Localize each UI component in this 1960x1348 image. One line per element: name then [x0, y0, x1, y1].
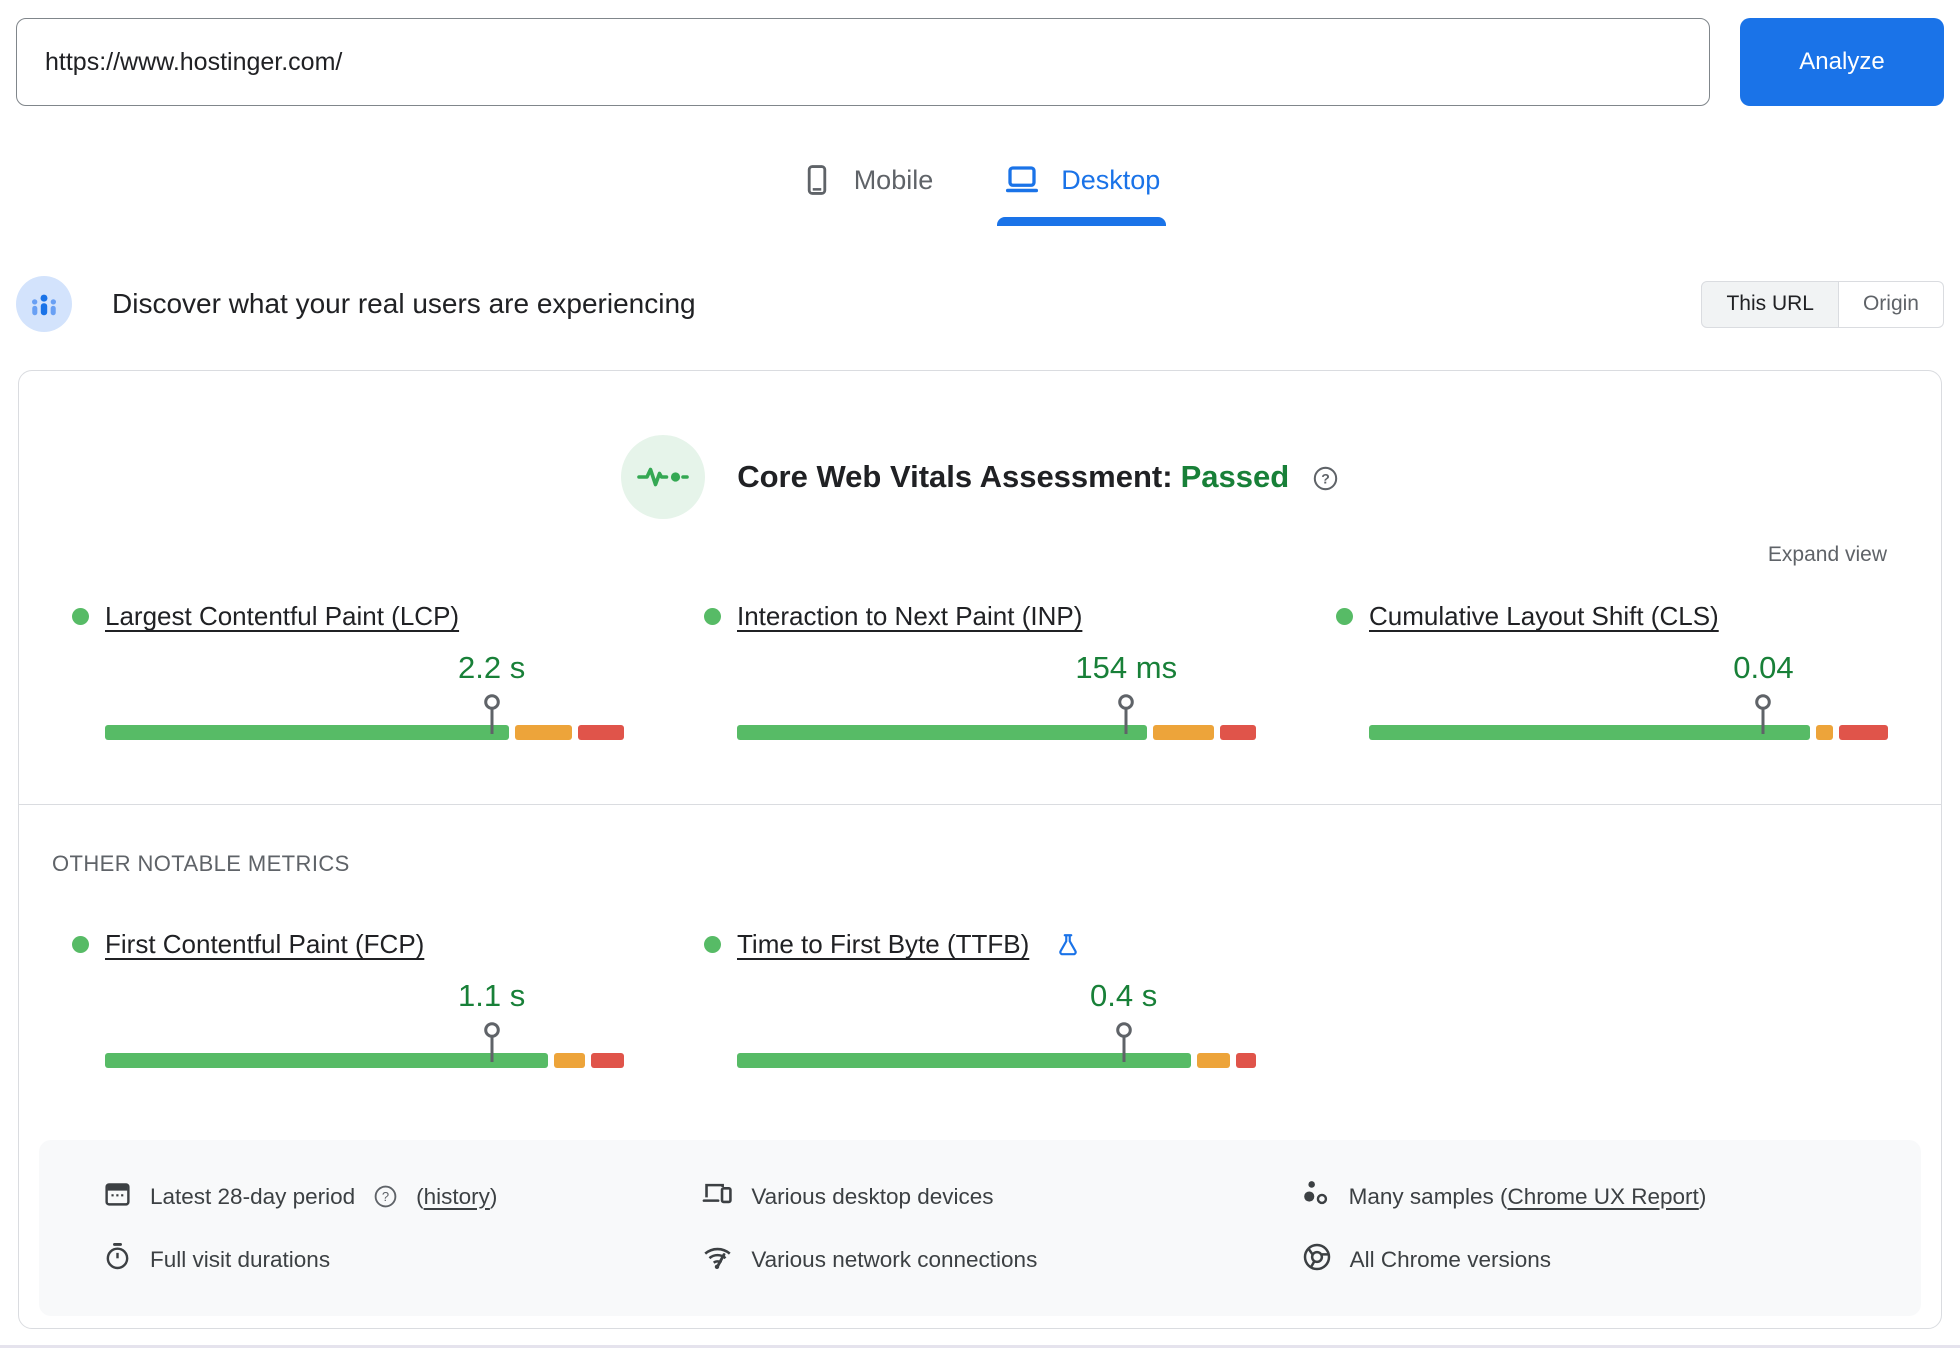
samples-label: Many samples	[1348, 1183, 1494, 1209]
cls-title-link[interactable]: Cumulative Layout Shift (CLS)	[1369, 601, 1719, 631]
fcp-p75-marker	[481, 1022, 503, 1069]
lcp-p75-marker	[481, 694, 503, 741]
metric-cls: Cumulative Layout Shift (CLS) 0.04	[1336, 601, 1888, 740]
core-web-vitals-card: Core Web Vitals Assessment: Passed ? Expa…	[18, 370, 1942, 1329]
durations-label: Full visit durations	[150, 1246, 331, 1272]
durations-info: Full visit durations	[103, 1241, 702, 1278]
desktop-laptop-icon	[1003, 162, 1041, 198]
paren: )	[489, 1183, 498, 1209]
lcp-status-dot	[72, 608, 89, 625]
inp-status-dot	[704, 608, 721, 625]
cls-status-dot	[1336, 608, 1353, 625]
chrome-icon	[1302, 1242, 1332, 1278]
cwv-assessment-header: Core Web Vitals Assessment: Passed ?	[19, 435, 1941, 519]
real-users-icon	[16, 276, 72, 332]
svg-text:?: ?	[382, 1189, 389, 1204]
tab-desktop-label: Desktop	[1061, 164, 1161, 195]
period-help-icon[interactable]: ?	[373, 1184, 398, 1209]
inp-distribution-bar: 154 ms	[737, 638, 1256, 740]
collection-period-label: Latest 28-day period	[150, 1183, 356, 1209]
analyze-button[interactable]: Analyze	[1740, 18, 1944, 106]
network-label: Various network connections	[751, 1246, 1038, 1272]
tab-mobile[interactable]: Mobile	[794, 162, 940, 226]
lcp-value: 2.2 s	[458, 650, 526, 685]
fcp-title-link[interactable]: First Contentful Paint (FCP)	[105, 929, 425, 959]
inp-value: 154 ms	[1075, 650, 1178, 685]
experimental-flask-icon	[1055, 932, 1081, 958]
metric-fcp: First Contentful Paint (FCP) 1.1 s	[72, 929, 624, 1068]
other-metrics-row: First Contentful Paint (FCP) 1.1 s Time …	[19, 929, 1941, 1068]
paren: )	[1698, 1183, 1707, 1209]
device-tabs: Mobile Desktop	[0, 162, 1960, 226]
tab-desktop[interactable]: Desktop	[997, 162, 1167, 226]
cls-p75-marker	[1752, 694, 1774, 741]
chrome-versions-info: All Chrome versions	[1302, 1241, 1901, 1278]
other-metrics-heading: OTHER NOTABLE METRICS	[52, 851, 350, 876]
lcp-distribution-bar: 2.2 s	[105, 638, 624, 740]
svg-text:?: ?	[1321, 471, 1330, 487]
calendar-icon	[103, 1179, 132, 1214]
url-bar: Analyze	[0, 0, 1960, 106]
samples-dots-icon	[1302, 1179, 1331, 1214]
cwv-assessment-title: Core Web Vitals Assessment: Passed ?	[737, 459, 1339, 495]
fcp-status-dot	[72, 936, 89, 953]
samples-link-wrap: Many samples (Chrome UX Report)	[1349, 1184, 1707, 1210]
metric-inp: Interaction to Next Paint (INP) 154 ms	[704, 601, 1256, 740]
crux-report-link[interactable]: Chrome UX Report	[1507, 1183, 1699, 1209]
core-metrics-row: Largest Contentful Paint (LCP) 2.2 s Int…	[19, 601, 1941, 740]
url-input[interactable]	[16, 18, 1710, 106]
field-data-title: Discover what your real users are experi…	[112, 288, 696, 319]
devices-info: Various desktop devices	[702, 1178, 1301, 1215]
metric-ttfb: Time to First Byte (TTFB) 0.4 s	[704, 929, 1256, 1068]
collection-period: Latest 28-day period ? (history)	[103, 1178, 702, 1215]
metric-lcp: Largest Contentful Paint (LCP) 2.2 s	[72, 601, 624, 740]
ttfb-status-dot	[704, 936, 721, 953]
assessment-help-icon[interactable]: ?	[1312, 465, 1339, 492]
network-check-icon	[702, 1241, 733, 1278]
fcp-distribution-bar: 1.1 s	[105, 966, 624, 1068]
expand-view-link[interactable]: Expand view	[1767, 543, 1887, 566]
scope-toggle: This URL Origin	[1701, 280, 1944, 328]
paren: (	[416, 1183, 424, 1209]
samples-info: Many samples (Chrome UX Report)	[1302, 1178, 1901, 1215]
pulse-icon	[621, 435, 706, 519]
cwv-assessment-result: Passed	[1180, 459, 1290, 494]
section-divider	[19, 804, 1941, 805]
devices-label: Various desktop devices	[751, 1183, 994, 1209]
history-link[interactable]: history	[423, 1183, 490, 1209]
history-link-wrap: (history)	[416, 1184, 497, 1210]
network-info: Various network connections	[702, 1241, 1301, 1278]
stopwatch-icon	[103, 1242, 132, 1277]
mobile-phone-icon	[800, 163, 834, 197]
inp-p75-marker	[1115, 694, 1137, 741]
ttfb-title-link[interactable]: Time to First Byte (TTFB)	[737, 929, 1030, 959]
ttfb-value: 0.4 s	[1090, 978, 1158, 1013]
cls-value: 0.04	[1733, 650, 1794, 685]
chrome-versions-label: All Chrome versions	[1349, 1246, 1551, 1272]
cwv-assessment-label: Core Web Vitals Assessment:	[737, 459, 1173, 494]
ttfb-distribution-bar: 0.4 s	[737, 966, 1256, 1068]
paren: (	[1499, 1183, 1508, 1209]
fcp-value: 1.1 s	[458, 978, 526, 1013]
scope-this-url-button[interactable]: This URL	[1701, 280, 1839, 328]
inp-title-link[interactable]: Interaction to Next Paint (INP)	[737, 601, 1083, 631]
expand-view-row: Expand view	[19, 543, 1941, 567]
ttfb-p75-marker	[1113, 1022, 1135, 1069]
lcp-title-link[interactable]: Largest Contentful Paint (LCP)	[105, 601, 460, 631]
scope-origin-button[interactable]: Origin	[1838, 280, 1944, 328]
tab-mobile-label: Mobile	[853, 164, 934, 195]
devices-icon	[702, 1178, 733, 1215]
field-data-header: Discover what your real users are experi…	[16, 276, 1944, 332]
data-collection-info: Latest 28-day period ? (history) Various…	[39, 1140, 1921, 1316]
cls-distribution-bar: 0.04	[1369, 638, 1888, 740]
